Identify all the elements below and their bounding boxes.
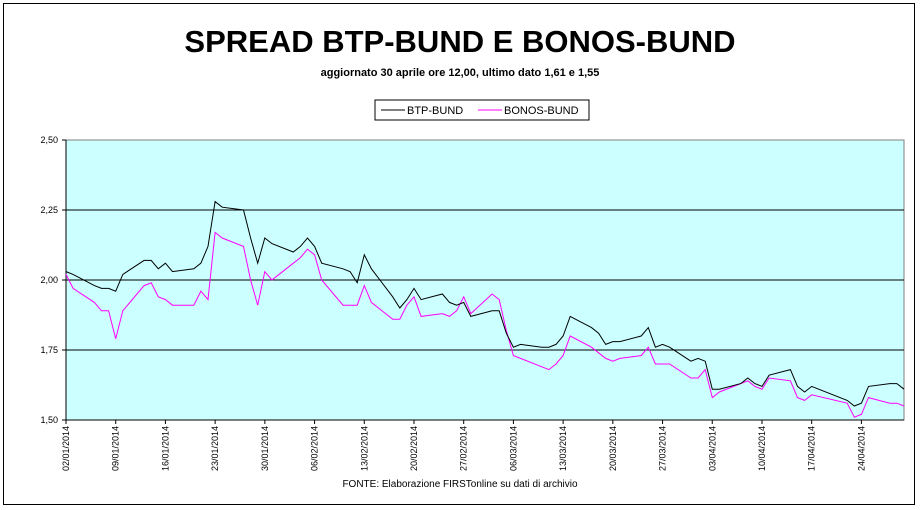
x-tick-label: 20/02/2014	[409, 426, 419, 471]
y-axis: 2,50 2,25 2,00 1,75 1,50	[40, 135, 67, 425]
chart-subtitle: aggiornato 30 aprile ore 12,00, ultimo d…	[321, 67, 600, 79]
chart-title: SPREAD BTP-BUND E BONOS-BUND	[184, 24, 735, 59]
series-line-bonos-bund	[65, 231, 905, 418]
legend-label-bonos: BONOS-BUND	[504, 105, 579, 117]
legend: BTP-BUND BONOS-BUND	[374, 99, 590, 121]
y-tick-label: 2,50	[40, 135, 58, 145]
x-tick-label: 10/04/2014	[757, 426, 767, 471]
x-tick-label: 16/01/2014	[160, 426, 170, 471]
x-tick-label: 23/01/2014	[210, 426, 220, 471]
x-tick-label: 09/01/2014	[111, 426, 121, 471]
x-axis: 02/01/2014 09/01/2014 16/01/2014 23/01/2014…	[61, 419, 904, 471]
x-tick-label: 24/04/2014	[856, 426, 866, 471]
y-tick-label: 2,25	[40, 205, 58, 215]
x-tick-label: 27/03/2014	[658, 426, 668, 471]
x-tick-label: 20/03/2014	[608, 426, 618, 471]
y-tick-label: 1,75	[40, 345, 58, 355]
gridlines	[66, 209, 904, 351]
y-tick-label: 2,00	[40, 275, 58, 285]
x-tick-label: 13/02/2014	[359, 426, 369, 471]
x-tick-label: 02/01/2014	[61, 426, 71, 471]
x-tick-label: 27/02/2014	[459, 426, 469, 471]
legend-label-btp: BTP-BUND	[407, 105, 463, 117]
x-tick-label: 06/03/2014	[508, 426, 518, 471]
x-tick-label: 17/04/2014	[807, 426, 817, 471]
x-tick-label: 30/01/2014	[260, 426, 270, 471]
series-group	[65, 200, 905, 418]
y-tick-label: 1,50	[40, 415, 58, 425]
x-tick-label: 06/02/2014	[310, 426, 320, 471]
x-tick-label: 03/04/2014	[707, 426, 717, 471]
x-tick-label: 13/03/2014	[558, 426, 568, 471]
series-line-btp-bund	[65, 200, 905, 407]
source-note: FONTE: Elaborazione FIRSTonline su dati …	[342, 479, 578, 490]
